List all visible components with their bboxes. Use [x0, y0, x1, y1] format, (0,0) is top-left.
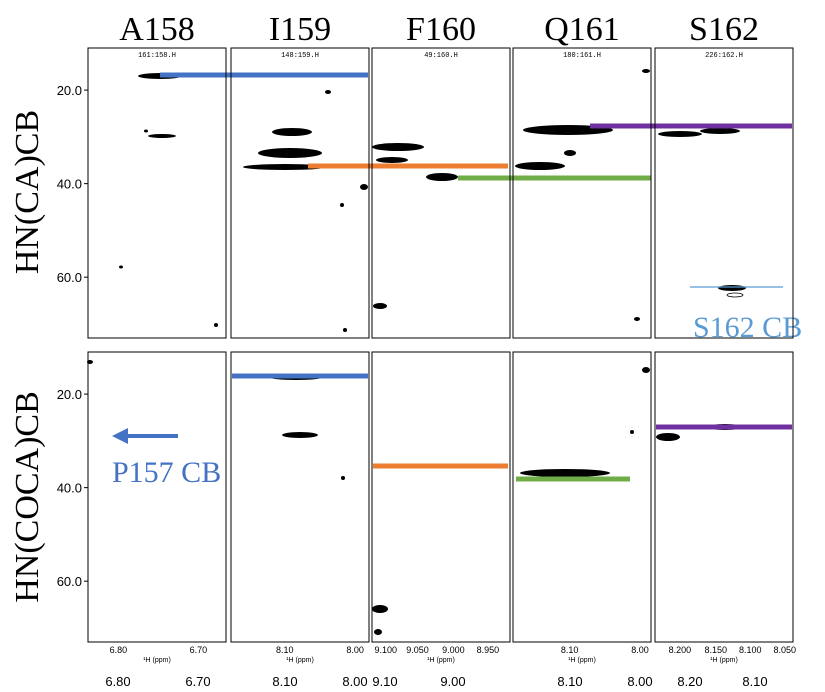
x-tick-label: 8.100: [739, 645, 762, 655]
x-tick-label: 9.100: [375, 645, 398, 655]
bottom-label: 6.70: [185, 674, 210, 689]
strip-header: 148:159.H: [281, 52, 319, 60]
strip-panel: [512, 351, 652, 643]
x-axis-label: ¹H (ppm): [710, 657, 738, 664]
bottom-label: 8.00: [627, 674, 652, 689]
column-label: F160: [406, 11, 476, 48]
x-tick-label: 6.80: [110, 645, 128, 655]
strip-header: 49:160.H: [424, 52, 458, 60]
strip-header: 180:161.H: [563, 52, 601, 60]
column-label: S162: [689, 11, 759, 48]
y-tick-label: 20.0: [57, 387, 82, 402]
strip-panel: [654, 351, 794, 643]
x-axis-label: ¹H (ppm): [286, 657, 314, 664]
strip-panel: [87, 351, 227, 643]
x-tick-label: 8.10: [561, 645, 579, 655]
bottom-label: 6.80: [105, 674, 130, 689]
strip-panel: [230, 47, 370, 339]
bottom-label: 8.20: [677, 674, 702, 689]
column-label: I159: [269, 11, 331, 48]
bottom-label: 9.00: [440, 674, 465, 689]
column-label: Q161: [544, 11, 620, 48]
strip-header: 161:158.H: [138, 52, 176, 60]
bottom-label: 8.10: [557, 674, 582, 689]
x-tick-label: 8.150: [704, 645, 727, 655]
strip-panel: [371, 47, 511, 339]
strip-panel: [654, 47, 794, 339]
bottom-label: 9.10: [372, 674, 397, 689]
row-label: HN(COCA)CB: [9, 391, 46, 603]
annotation: P157 CB: [112, 456, 221, 489]
y-tick-label: 40.0: [57, 177, 82, 192]
x-tick-label: 6.70: [190, 645, 208, 655]
annotation: S162 CB: [693, 311, 802, 344]
x-tick-label: 8.00: [631, 645, 649, 655]
x-axis-label: ¹H (ppm): [143, 657, 171, 664]
x-axis-label: ¹H (ppm): [568, 657, 596, 664]
row-label: HN(CA)CB: [9, 110, 46, 274]
bottom-label: 8.10: [742, 674, 767, 689]
y-tick-label: 60.0: [57, 574, 82, 589]
connectors: [112, 72, 792, 482]
strip-panel: [512, 47, 652, 339]
x-tick-label: 8.050: [773, 645, 796, 655]
x-tick-label: 8.10: [276, 645, 294, 655]
strip-panel: [230, 351, 370, 643]
x-tick-label: 8.00: [346, 645, 364, 655]
x-axis-label: ¹H (ppm): [427, 657, 455, 664]
y-tick-label: 40.0: [57, 481, 82, 496]
y-tick-label: 60.0: [57, 270, 82, 285]
bottom-label: 8.10: [272, 674, 297, 689]
x-tick-label: 8.950: [477, 645, 500, 655]
x-tick-label: 9.050: [406, 645, 429, 655]
strip-panel: [371, 351, 511, 643]
strip-panel: [87, 47, 227, 339]
strip-header: 226:162.H: [705, 52, 743, 60]
bottom-label: 8.00: [342, 674, 367, 689]
column-label: A158: [119, 11, 195, 48]
x-tick-label: 8.200: [669, 645, 692, 655]
y-tick-label: 20.0: [57, 83, 82, 98]
x-tick-label: 9.000: [442, 645, 465, 655]
